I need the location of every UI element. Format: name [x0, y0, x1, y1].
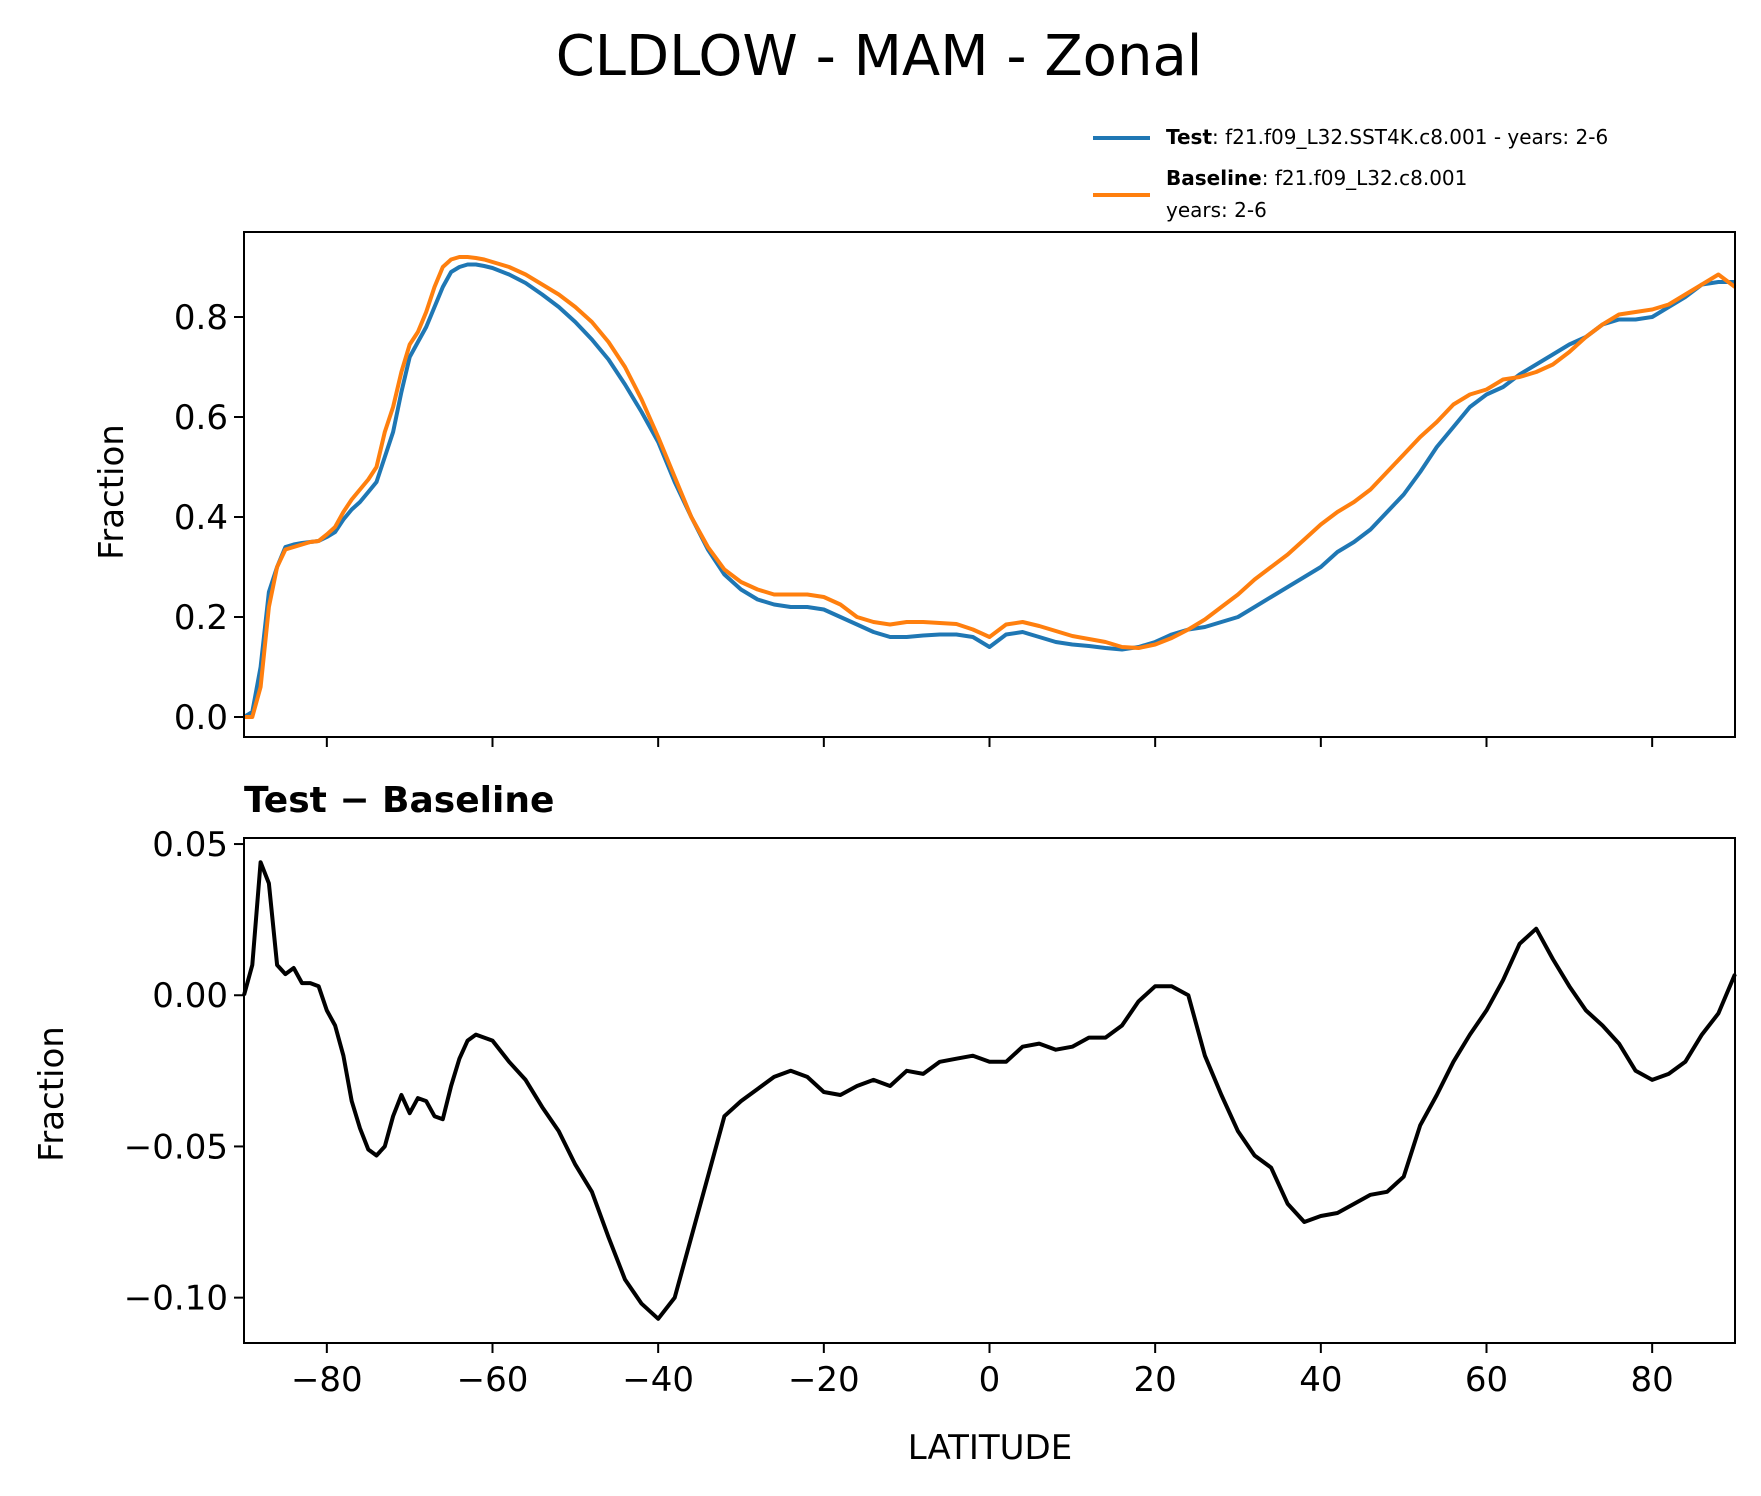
legend-test-label: Test	[1166, 125, 1212, 149]
bottom-x-tick-label: 80	[1631, 1360, 1674, 1400]
top-plot-frame	[243, 231, 1736, 738]
bottom-y-ticks: 0.05 0.00 −0.05 −0.10	[124, 825, 244, 1319]
bottom-y-tick-label: −0.10	[124, 1279, 228, 1319]
legend-baseline-desc: : f21.f09_L32.c8.001	[1262, 166, 1468, 190]
bottom-x-tick-label: −80	[291, 1360, 363, 1400]
bottom-x-tick-label: 40	[1299, 1360, 1342, 1400]
top-y-tick-label: 0.0	[174, 698, 228, 738]
top-y-tick-label: 0.6	[174, 398, 228, 438]
x-axis-label: LATITUDE	[908, 1428, 1072, 1468]
top-y-tick-label: 0.4	[174, 498, 228, 538]
bottom-plot-frame	[243, 837, 1736, 1344]
series-line-test-baseline	[242, 860, 1737, 1321]
bottom-x-tick-label: 0	[979, 1360, 1001, 1400]
bottom-x-tick-label: 60	[1465, 1360, 1508, 1400]
top-x-ticks	[325, 737, 1654, 747]
bottom-y-axis-label: Fraction	[32, 1026, 72, 1162]
series-line-baseline	[244, 255, 1737, 719]
top-y-tick-label: 0.8	[174, 298, 228, 338]
legend: Test: f21.f09_L32.SST4K.c8.001 - years: …	[1093, 125, 1608, 222]
bottom-x-tick-label: −40	[622, 1360, 694, 1400]
legend-baseline-label: Baseline	[1166, 166, 1262, 190]
top-y-tick-label: 0.2	[174, 598, 228, 638]
top-panel: Fraction 0.0 0.2 0.4 0.6 0.8	[92, 231, 1737, 747]
legend-entry-test: Test: f21.f09_L32.SST4K.c8.001 - years: …	[1166, 125, 1608, 149]
bottom-x-tick-label: −60	[457, 1360, 529, 1400]
bottom-y-tick-label: 0.00	[152, 976, 228, 1016]
series-line-test	[242, 262, 1735, 719]
bottom-x-tick-label: −20	[788, 1360, 860, 1400]
top-y-ticks: 0.0 0.2 0.4 0.6 0.8	[174, 298, 244, 738]
bottom-y-tick-label: 0.05	[152, 825, 228, 865]
chart-title: CLDLOW - MAM - Zonal	[556, 24, 1203, 89]
bottom-series-group	[242, 860, 1737, 1321]
bottom-x-ticks: −80 −60 −40 −20 0 20 40 60 80	[291, 1343, 1674, 1400]
bottom-x-tick-label: 20	[1134, 1360, 1177, 1400]
legend-test-desc: : f21.f09_L32.SST4K.c8.001 - years: 2-6	[1212, 125, 1608, 149]
legend-baseline-desc2: years: 2-6	[1166, 198, 1267, 222]
top-y-axis-label: Fraction	[92, 424, 132, 560]
bottom-panel-title: Test − Baseline	[244, 780, 554, 821]
legend-entry-baseline: Baseline: f21.f09_L32.c8.001	[1166, 166, 1467, 190]
bottom-panel: Test − Baseline Fraction LATITUDE 0.050.…	[32, 780, 1737, 1468]
top-series-group	[242, 255, 1737, 719]
bottom-y-tick-label: −0.05	[124, 1127, 228, 1167]
